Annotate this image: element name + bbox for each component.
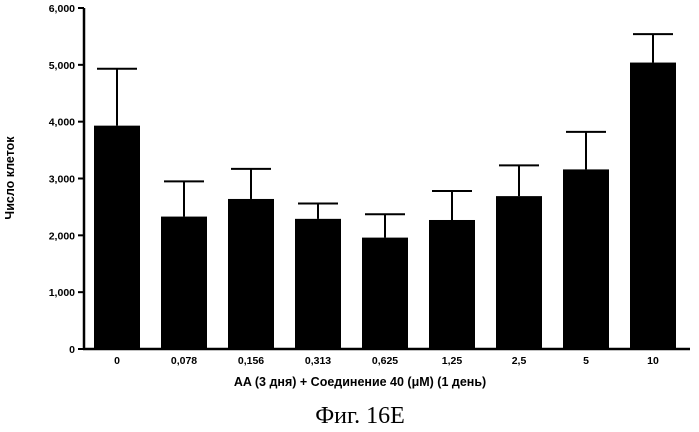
x-tick-label-5: 1,25: [442, 355, 463, 367]
x-tick-label-4: 0,625: [372, 355, 398, 367]
x-tick-label-0: 0: [114, 355, 120, 367]
x-tick-label-8: 10: [647, 355, 659, 367]
bars-group: [94, 62, 676, 350]
y-tick-label-2: 2,000: [49, 230, 75, 242]
x-tick-label-2: 0,156: [238, 355, 264, 367]
y-ticks-group: 0 1,000 2,000 3,000 4,000 5,000 6,000: [49, 3, 84, 356]
figure-caption: Фиг. 16E: [315, 403, 405, 429]
y-tick-label-3: 3,000: [49, 174, 75, 186]
bar-0: [94, 125, 140, 350]
y-tick-label-4: 4,000: [49, 117, 75, 129]
x-tick-label-3: 0,313: [305, 355, 331, 367]
y-tick-label-1: 1,000: [49, 287, 75, 299]
bar-3: [295, 218, 341, 349]
bar-7: [563, 169, 609, 349]
error-bars-group: [97, 33, 673, 238]
x-axis-title: AA (3 дня) + Соединение 40 (μM) (1 день): [234, 375, 486, 389]
y-tick-label-0: 0: [69, 344, 75, 356]
bar-5: [429, 219, 475, 349]
bar-2: [228, 198, 274, 349]
y-tick-label-6: 6,000: [49, 3, 75, 15]
x-tick-label-6: 2,5: [512, 355, 527, 367]
bar-8: [630, 62, 676, 350]
x-tick-label-7: 5: [583, 355, 589, 367]
y-tick-label-5: 5,000: [49, 60, 75, 72]
bar-6: [496, 196, 542, 349]
x-ticks-group: 0 0,078 0,156 0,313 0,625 1,25 2,5 5 10: [114, 355, 659, 367]
bar-1: [161, 216, 207, 349]
x-tick-label-1: 0,078: [171, 355, 197, 367]
bar-4: [362, 237, 408, 349]
y-axis-title: Число клеток: [3, 136, 17, 220]
